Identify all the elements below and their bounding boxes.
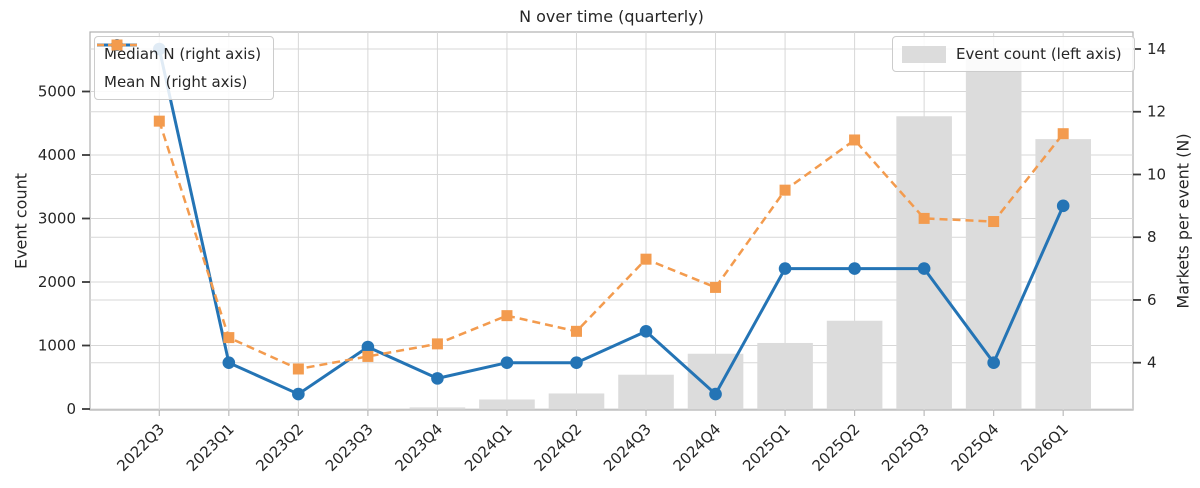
event-count-bar bbox=[757, 342, 813, 410]
median-marker bbox=[361, 340, 375, 354]
x-tick-label: 2023Q4 bbox=[391, 420, 446, 475]
mean-marker bbox=[362, 350, 374, 362]
event-count-bar bbox=[1035, 139, 1091, 410]
median-marker bbox=[639, 325, 653, 338]
median-line bbox=[157, 48, 1065, 396]
x-tick-label: 2026Q1 bbox=[1017, 420, 1072, 475]
x-tick-label: 2024Q4 bbox=[670, 420, 725, 475]
median-marker bbox=[222, 356, 236, 370]
right-tick-label: 8 bbox=[1147, 228, 1157, 246]
legend-row-mean: Mean N (right axis) bbox=[95, 39, 273, 96]
left-tick-label: 3000 bbox=[38, 210, 76, 228]
mean-marker bbox=[849, 134, 861, 146]
legend-label-mean: Mean N (right axis) bbox=[104, 73, 248, 91]
left-axis-label: Event count bbox=[11, 172, 31, 270]
median-marker bbox=[431, 372, 444, 385]
mean-line bbox=[158, 120, 1065, 371]
legend-lines-box: Median N (right axis) Mean N (right axis… bbox=[94, 36, 275, 100]
median-marker bbox=[292, 387, 305, 401]
x-tick-label: 2024Q2 bbox=[530, 420, 585, 475]
event-count-bar bbox=[965, 53, 1022, 410]
x-tick-label: 2025Q2 bbox=[809, 420, 864, 475]
x-tick-label: 2023Q3 bbox=[322, 420, 377, 475]
median-marker bbox=[778, 262, 792, 275]
left-tick-label: 4000 bbox=[38, 146, 76, 164]
right-axis-label: Markets per event (N) bbox=[1173, 133, 1193, 309]
x-tick-label: 2022Q3 bbox=[113, 420, 168, 475]
left-tick-label: 0 bbox=[66, 400, 76, 418]
chart-title: N over time (quarterly) bbox=[519, 7, 704, 26]
left-tick-label: 2000 bbox=[38, 273, 76, 291]
legend-label-median: Median N (right axis) bbox=[104, 45, 262, 63]
event-count-bar bbox=[548, 393, 605, 410]
mean-marker bbox=[570, 325, 582, 337]
mean-marker bbox=[223, 332, 235, 344]
x-tick-label: 2023Q2 bbox=[252, 420, 307, 475]
mean-marker bbox=[153, 115, 165, 127]
right-tick-label: 14 bbox=[1147, 40, 1166, 58]
median-marker bbox=[987, 356, 1000, 370]
right-tick-label: 4 bbox=[1147, 354, 1157, 372]
event-count-bar bbox=[409, 407, 466, 410]
left-tick-label: 5000 bbox=[38, 83, 76, 101]
median-marker bbox=[848, 262, 861, 275]
median-marker bbox=[709, 387, 722, 401]
legend-label-event-count: Event count (left axis) bbox=[956, 45, 1122, 63]
x-tick-label: 2025Q3 bbox=[878, 420, 933, 475]
mean-marker bbox=[779, 184, 791, 196]
event-count-bar bbox=[479, 399, 535, 410]
x-tick-label: 2025Q1 bbox=[739, 420, 794, 475]
median-marker bbox=[500, 356, 514, 370]
mean-marker bbox=[988, 216, 1000, 228]
event-count-legend-swatch bbox=[902, 45, 946, 63]
legend-bar-box: Event count (left axis) bbox=[892, 36, 1135, 72]
mean-legend-swatch bbox=[97, 39, 137, 51]
median-marker bbox=[570, 356, 583, 370]
mean-marker bbox=[501, 310, 513, 322]
event-count-bar bbox=[826, 320, 883, 410]
legend-row-bar: Event count (left axis) bbox=[893, 40, 1134, 68]
median-marker bbox=[1056, 199, 1070, 213]
mean-marker bbox=[710, 281, 722, 293]
median-marker bbox=[917, 262, 931, 275]
x-tick-label: 2023Q1 bbox=[183, 420, 238, 475]
right-tick-label: 10 bbox=[1147, 165, 1166, 183]
mean-marker bbox=[292, 363, 304, 375]
x-tick-label: 2024Q1 bbox=[461, 420, 516, 475]
mean-legend-marker bbox=[111, 39, 123, 51]
mean-marker bbox=[1057, 128, 1069, 140]
event-count-bar bbox=[687, 353, 744, 410]
event-count-bar bbox=[618, 374, 674, 410]
mean-marker bbox=[918, 212, 930, 224]
mean-marker bbox=[640, 253, 652, 265]
x-tick-label: 2025Q4 bbox=[948, 420, 1003, 475]
left-tick-label: 1000 bbox=[38, 337, 76, 355]
mean-marker bbox=[431, 338, 443, 350]
right-tick-label: 6 bbox=[1147, 291, 1157, 309]
x-tick-label: 2024Q3 bbox=[600, 420, 655, 475]
right-tick-label: 12 bbox=[1147, 103, 1166, 121]
